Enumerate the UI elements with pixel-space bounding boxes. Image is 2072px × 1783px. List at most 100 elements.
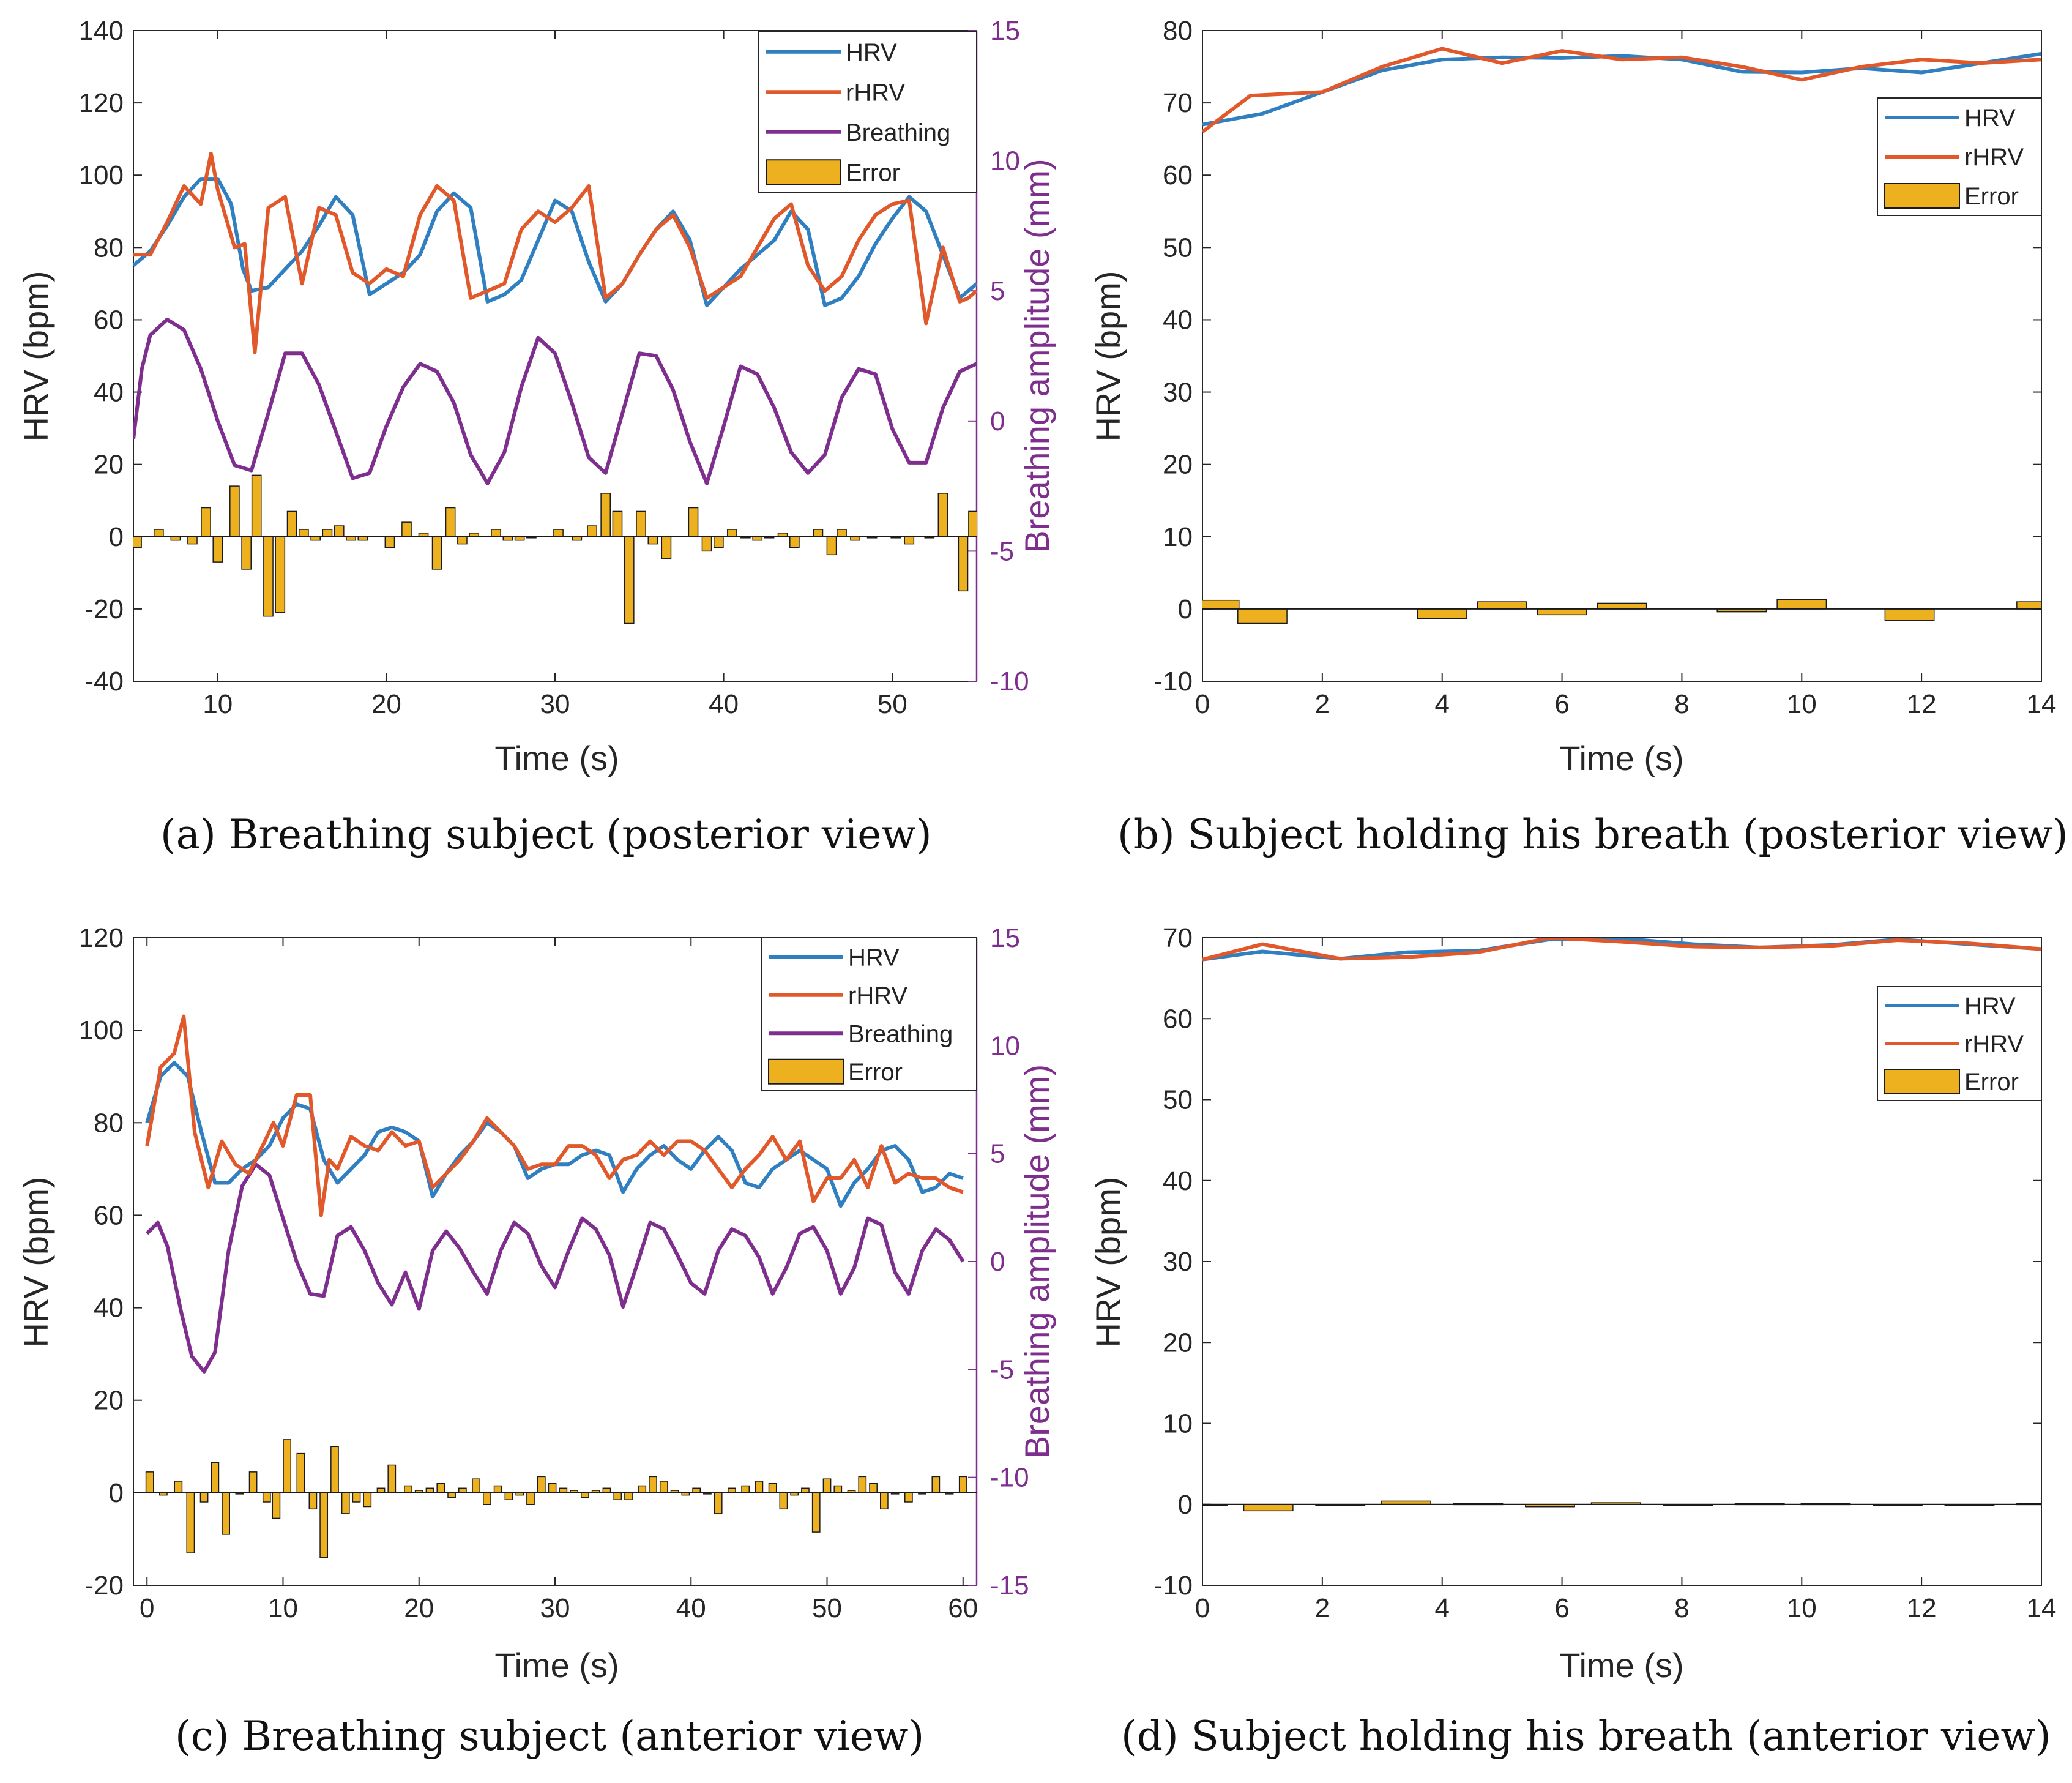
x-axis-label: Time (s) (1559, 1646, 1683, 1684)
error-bar (352, 1492, 361, 1503)
error-bar (211, 1462, 220, 1493)
error-bar (755, 1481, 764, 1493)
legend: HRV rHRV Error (1877, 986, 2042, 1101)
error-bar (779, 1492, 788, 1510)
error-bar (363, 1492, 372, 1508)
y2-tick-label: 0 (990, 1247, 1005, 1277)
y2-tick-label: -5 (990, 536, 1014, 566)
y-tick-label: 60 (1163, 160, 1193, 190)
error-bar (457, 536, 468, 545)
error-bar (286, 510, 297, 537)
error-bar (436, 1482, 445, 1493)
x-tick-label: 60 (948, 1593, 978, 1623)
error-bar (187, 536, 198, 545)
error-bar (789, 536, 800, 548)
error-bar (638, 1485, 647, 1493)
legend-label: Breathing (848, 1020, 953, 1047)
y-tick-label: 40 (94, 378, 124, 408)
legend-label: rHRV (1964, 144, 2024, 171)
legend-label: Breathing (846, 119, 950, 146)
x-tick-label: 50 (812, 1593, 842, 1623)
error-bar (559, 1487, 568, 1493)
x-tick-label: 20 (371, 689, 401, 719)
error-bar (1776, 599, 1827, 610)
y-tick-label: 0 (1178, 594, 1193, 624)
error-bar (1597, 602, 1647, 610)
legend-label: Error (848, 1059, 903, 1086)
error-bar (275, 536, 286, 613)
legend-label: HRV (848, 944, 900, 971)
x-tick-label: 2 (1315, 1593, 1330, 1623)
y-tick-label: 20 (94, 450, 124, 480)
error-bar (504, 1492, 513, 1500)
error-bar (649, 1476, 657, 1493)
error-bar (837, 529, 847, 537)
error-bar (858, 1476, 867, 1493)
y-tick-label: 20 (1163, 450, 1193, 480)
error-bar (272, 1492, 281, 1519)
error-bar (647, 536, 658, 545)
x-tick-label: 4 (1434, 1593, 1449, 1623)
error-bar (483, 1492, 491, 1505)
x-tick-label: 10 (1787, 689, 1817, 719)
error-bar (262, 1492, 271, 1503)
error-bar (425, 1487, 434, 1493)
x-tick-label: 2 (1315, 689, 1330, 719)
breathing-series-line (146, 1162, 965, 1374)
y-tick-label: -40 (84, 667, 124, 697)
y2-tick-label: -15 (990, 1571, 1029, 1601)
error-bar (1417, 608, 1467, 619)
x-axis-label: Time (s) (1559, 739, 1683, 777)
error-bar (404, 1485, 412, 1493)
y-tick-label: 70 (1163, 923, 1193, 953)
rhrv-series-line (145, 1014, 964, 1217)
x-tick-label: 0 (1195, 1593, 1210, 1623)
legend-label: Error (1964, 183, 2019, 210)
error-bar (659, 1481, 668, 1493)
legend-label: HRV (846, 39, 897, 66)
error-bar (869, 1482, 878, 1493)
error-bar (472, 1478, 480, 1493)
error-bar (692, 1487, 701, 1493)
error-bar (587, 525, 597, 537)
legend-label: Error (1964, 1069, 2019, 1096)
y-axis-label: HRV (bpm) (1089, 271, 1127, 441)
error-bar (384, 536, 395, 548)
error-bar (248, 1471, 258, 1493)
error-bar (201, 507, 211, 537)
error-bar (958, 1476, 967, 1493)
legend-swatch-error (768, 1058, 844, 1085)
x-tick-label: 20 (404, 1593, 434, 1623)
y-axis-label: HRV (bpm) (1089, 1176, 1127, 1347)
error-bar (822, 1478, 832, 1493)
y2-tick-label: -5 (990, 1355, 1014, 1385)
y2-axis-label: Breathing amplitude (mm) (1018, 159, 1056, 553)
y2-tick-label: 15 (990, 16, 1020, 46)
error-bar (322, 529, 333, 537)
rhrv-series-line (1202, 47, 2041, 133)
error-bar (801, 1487, 810, 1493)
y-tick-label: 60 (94, 1200, 124, 1230)
error-bar (600, 493, 611, 537)
y-tick-label: 40 (1163, 1166, 1193, 1196)
error-bar (581, 1492, 589, 1498)
y-tick-label: 120 (79, 88, 124, 118)
legend-label: rHRV (846, 79, 905, 106)
x-tick-label: 6 (1554, 689, 1569, 719)
y2-tick-label: 0 (990, 406, 1005, 436)
y-tick-label: 40 (94, 1293, 124, 1323)
y-tick-label: 0 (109, 1478, 124, 1508)
y2-tick-label: 10 (990, 146, 1020, 176)
error-bar (714, 536, 724, 548)
plot-content (1202, 938, 2041, 1512)
plot-content (133, 151, 977, 624)
error-bar (154, 529, 164, 537)
y2-tick-label: -10 (990, 1463, 1029, 1493)
error-bar (458, 1487, 467, 1493)
legend-label: rHRV (1964, 1031, 2024, 1058)
y-tick-label: 10 (1163, 1409, 1193, 1439)
error-bar (553, 529, 564, 537)
error-bar (222, 1492, 230, 1535)
y-tick-label: 40 (1163, 305, 1193, 335)
